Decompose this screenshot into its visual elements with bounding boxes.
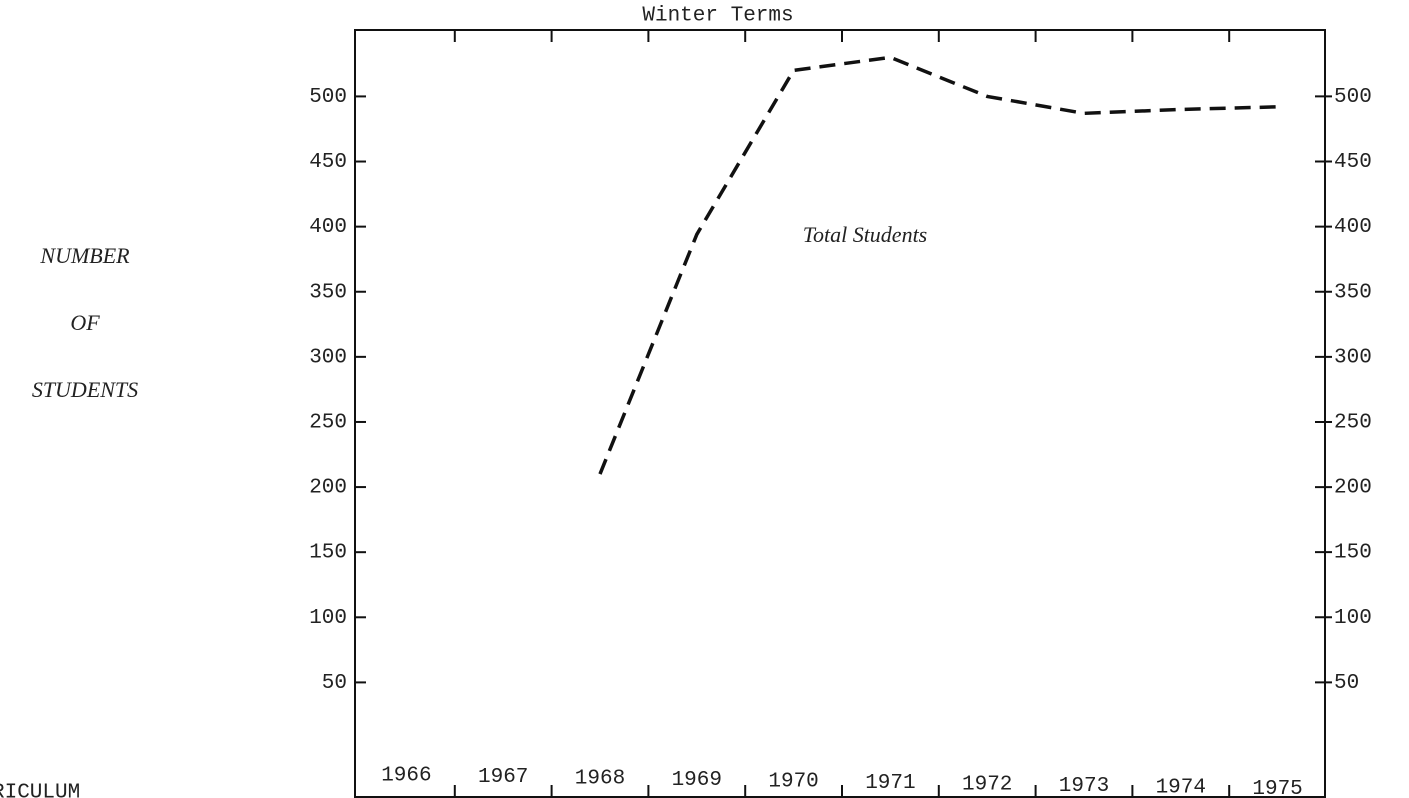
- y-axis-label: NUMBER: [39, 243, 130, 268]
- y2-tick-label: 150: [1334, 542, 1372, 565]
- y2-tick-label: 500: [1334, 86, 1372, 109]
- series-line: [598, 55, 1278, 475]
- y2-tick-label: 300: [1334, 346, 1372, 369]
- y2-tick-label: 400: [1334, 216, 1372, 239]
- y-tick-label: 100: [309, 607, 347, 630]
- y-tick-label: 300: [309, 346, 347, 369]
- y-tick-label: 150: [309, 542, 347, 565]
- y2-tick-label: 450: [1334, 151, 1372, 174]
- y-tick-label: 450: [309, 151, 347, 174]
- y2-tick-label: 100: [1334, 607, 1372, 630]
- y2-tick-label: 200: [1334, 477, 1372, 500]
- y2-tick-label: 50: [1334, 672, 1359, 695]
- y2-tick-label: 350: [1334, 281, 1372, 304]
- x-tick-label: 1973: [1059, 775, 1109, 798]
- x-tick-label: 1971: [865, 772, 915, 795]
- y-tick-label: 200: [309, 477, 347, 500]
- y-axis-label: STUDENTS: [32, 377, 138, 402]
- corner-text: RICULUM: [0, 782, 80, 798]
- y-tick-label: 400: [309, 216, 347, 239]
- plot-frame: [354, 29, 1326, 798]
- x-tick-label: 1972: [962, 774, 1012, 797]
- y-axis-label: OF: [70, 310, 100, 335]
- x-tick-label: 1969: [672, 769, 722, 792]
- chart-title: Winter Terms: [642, 5, 793, 28]
- y-tick-label: 50: [322, 672, 347, 695]
- x-tick-label: 1970: [768, 771, 818, 794]
- y-tick-label: 350: [309, 281, 347, 304]
- x-tick-label: 1968: [575, 768, 625, 791]
- x-tick-label: 1966: [381, 765, 431, 788]
- y2-tick-label: 250: [1334, 412, 1372, 435]
- y-tick-label: 250: [309, 412, 347, 435]
- x-tick-label: 1974: [1156, 777, 1206, 798]
- x-tick-label: 1967: [478, 766, 528, 789]
- annotation: Total Students: [803, 222, 928, 247]
- y-tick-label: 500: [309, 86, 347, 109]
- x-tick-label: 1975: [1252, 778, 1302, 798]
